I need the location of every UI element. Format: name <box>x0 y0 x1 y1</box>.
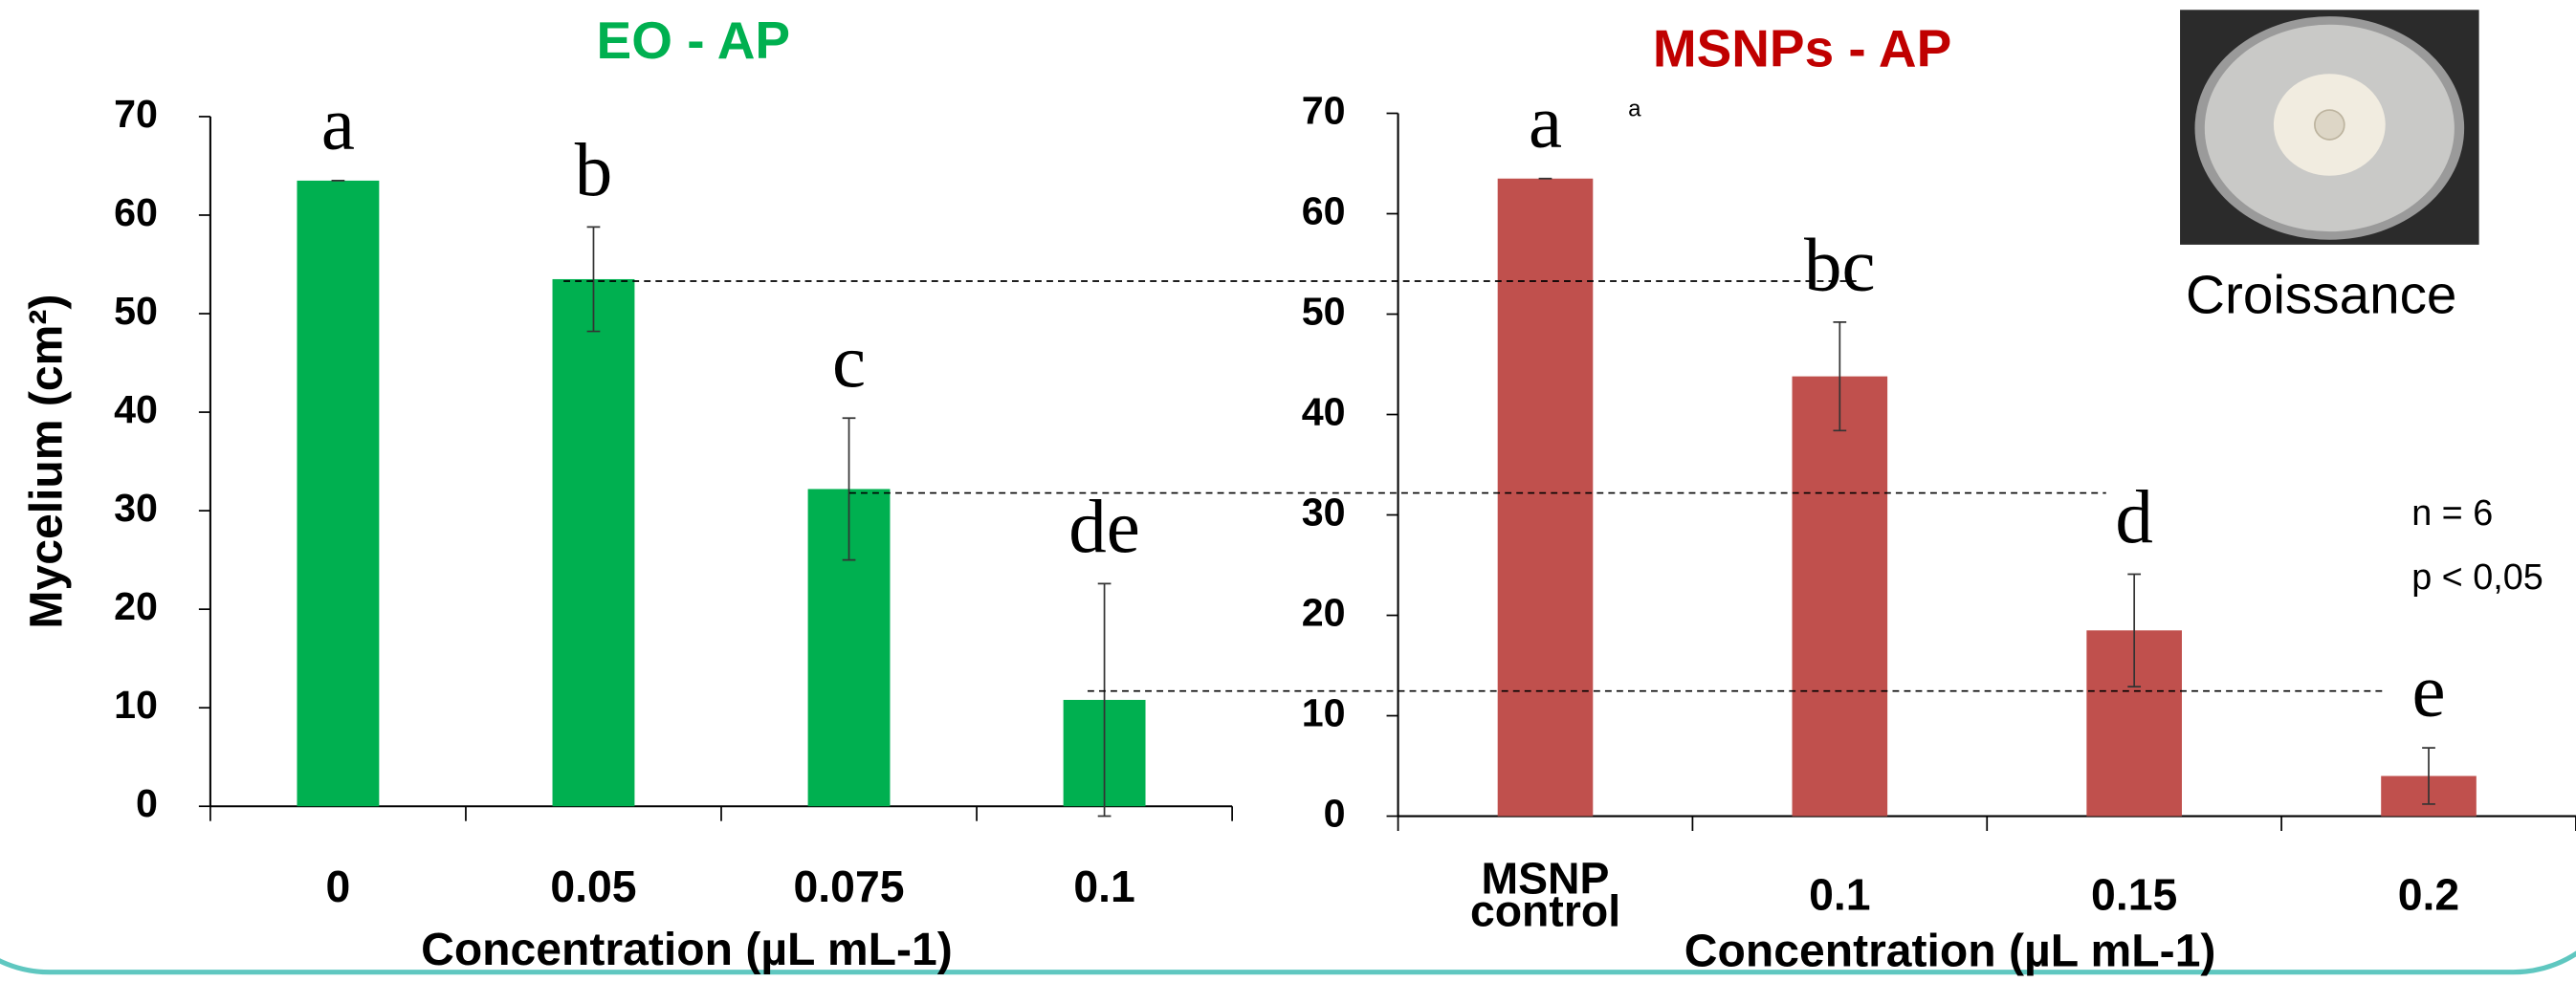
small-letter: a <box>1628 96 1641 121</box>
y-tick-label: 0 <box>1324 791 1346 835</box>
note: n = 6 <box>2411 493 2493 534</box>
bar <box>1793 377 1888 817</box>
x-tick-label: MSNP control <box>1471 845 1619 944</box>
y-axis-label: Mycelium (cm²) <box>20 295 72 629</box>
y-tick-label: 60 <box>1302 188 1346 232</box>
significance-letter: a <box>1529 80 1562 164</box>
x-tick-label-box: 0.2 <box>2314 845 2543 944</box>
significance-letter: bc <box>1804 225 1876 308</box>
x-tick-label-box: 0 <box>223 838 452 936</box>
y-tick-label: 50 <box>1302 289 1346 333</box>
chart-title: MSNPs - AP <box>1653 18 1951 77</box>
inset-caption: Croissance <box>2186 266 2456 326</box>
y-tick-label: 70 <box>1302 88 1346 132</box>
x-tick-label: 0.1 <box>989 838 1219 936</box>
significance-letter: de <box>1068 486 1140 569</box>
significance-letter: e <box>2411 650 2445 733</box>
significance-letter: d <box>2115 476 2153 559</box>
y-tick-label: 60 <box>114 190 158 234</box>
chart-title: EO - AP <box>597 11 790 70</box>
x-axis-label: Concentration (µL mL-1) <box>1684 926 2216 977</box>
x-tick-label-box: MSNP control <box>1430 845 1660 944</box>
bar <box>553 279 635 806</box>
y-tick-label: 50 <box>114 289 158 333</box>
y-tick-label: 10 <box>1302 690 1346 734</box>
y-tick-label: 20 <box>114 584 158 628</box>
chart-page: EO - AP010203040506070a0b0.05c0.075de0.1… <box>0 0 2576 982</box>
x-tick-label: 0.2 <box>2314 845 2543 944</box>
x-tick-label: 0 <box>223 838 452 936</box>
bar <box>297 181 379 806</box>
y-tick-label: 30 <box>114 486 158 530</box>
x-tick-label: 0.05 <box>478 838 708 936</box>
y-tick-label: 30 <box>1302 490 1346 534</box>
y-tick-label: 40 <box>1302 389 1346 433</box>
x-tick-label: 0.075 <box>734 838 963 936</box>
significance-letter: a <box>321 83 355 166</box>
y-tick-label: 70 <box>114 92 158 136</box>
bar <box>1498 179 1594 817</box>
inset-photo <box>2180 10 2479 245</box>
significance-letter: b <box>575 129 613 212</box>
x-tick-label-box: 0.1 <box>989 838 1219 936</box>
significance-letter: c <box>832 320 866 404</box>
x-axis-label: Concentration (µL mL-1) <box>421 924 953 975</box>
x-tick-label-box: 0.05 <box>478 838 708 936</box>
y-tick-label: 10 <box>114 683 158 727</box>
note: p < 0,05 <box>2411 557 2543 598</box>
y-tick-label: 20 <box>1302 590 1346 634</box>
y-tick-label: 40 <box>114 387 158 431</box>
x-tick-label-box: 0.075 <box>734 838 963 936</box>
y-tick-label: 0 <box>136 781 158 825</box>
